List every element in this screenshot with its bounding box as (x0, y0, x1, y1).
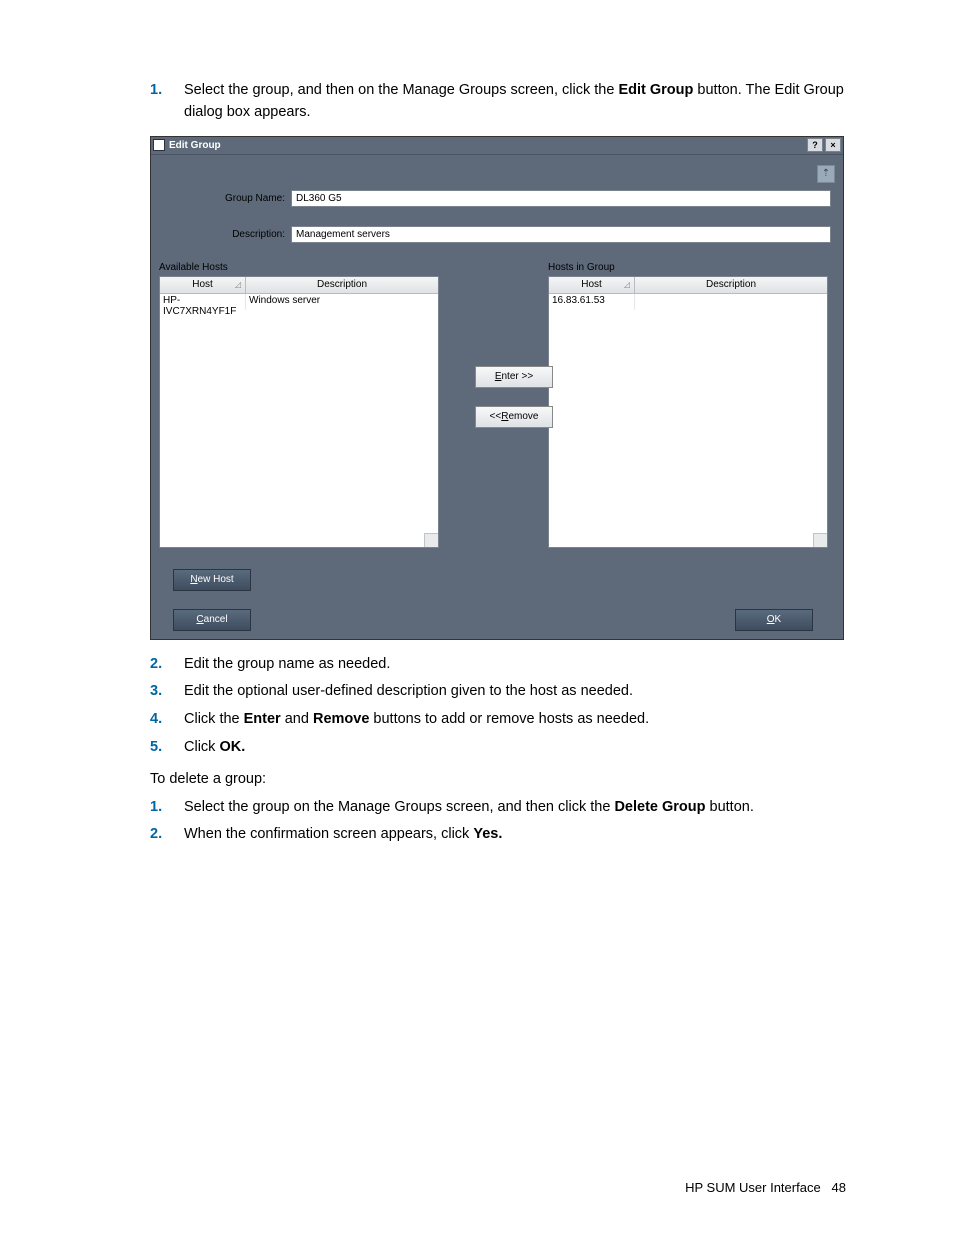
steps-list-b: 2. Edit the group name as needed. 3. Edi… (150, 654, 846, 759)
step-text: Edit the group name as needed. (184, 654, 846, 676)
description-label: Description: (221, 229, 291, 240)
steps-list-a: 1. Select the group, and then on the Man… (150, 80, 846, 124)
step-number: 1. (150, 80, 184, 124)
step-number: 3. (150, 681, 184, 703)
host-cell: 16.83.61.53 (549, 294, 635, 310)
desc-cell (635, 294, 827, 310)
step-text: Edit the optional user-defined descripti… (184, 681, 846, 703)
new-host-button[interactable]: New Host (173, 569, 251, 591)
step-number: 2. (150, 824, 184, 846)
step-number: 4. (150, 709, 184, 731)
dialog-titlebar: Edit Group ? × (151, 137, 843, 155)
remove-button[interactable]: << Remove (475, 406, 553, 428)
col-description[interactable]: Description (246, 277, 438, 293)
cancel-button[interactable]: Cancel (173, 609, 251, 631)
desc-cell: Windows server (246, 294, 438, 310)
available-host-row[interactable]: HP-IVC7XRN4YF1F Windows server (160, 294, 438, 310)
scroll-corner (813, 533, 827, 547)
page-footer: HP SUM User Interface 48 (685, 1180, 846, 1195)
description-input[interactable] (291, 226, 831, 243)
step-item: 2. Edit the group name as needed. (150, 654, 846, 676)
step-text: When the confirmation screen appears, cl… (184, 824, 846, 846)
step-text: Select the group on the Manage Groups sc… (184, 797, 846, 819)
step-number: 1. (150, 797, 184, 819)
app-icon (153, 139, 165, 151)
hosts-in-group-header: Host ◿ Description (549, 277, 827, 294)
step-item: 1. Select the group on the Manage Groups… (150, 797, 846, 819)
page-number: 48 (832, 1180, 846, 1195)
steps-list-c: 1. Select the group on the Manage Groups… (150, 797, 846, 847)
step-number: 2. (150, 654, 184, 676)
group-host-row[interactable]: 16.83.61.53 (549, 294, 827, 310)
col-host[interactable]: Host ◿ (549, 277, 635, 293)
step-item: 3. Edit the optional user-defined descri… (150, 681, 846, 703)
available-hosts-header: Host ◿ Description (160, 277, 438, 294)
col-host[interactable]: Host ◿ (160, 277, 246, 293)
step-item: 4. Click the Enter and Remove buttons to… (150, 709, 846, 731)
step-item: 1. Select the group, and then on the Man… (150, 80, 846, 124)
step-text: Select the group, and then on the Manage… (184, 80, 846, 124)
close-button[interactable]: × (825, 138, 841, 152)
group-name-label: Group Name: (221, 193, 291, 204)
host-cell: HP-IVC7XRN4YF1F (160, 294, 246, 310)
edit-group-dialog-screenshot: Edit Group ? × ⇡ Group Name: Description… (150, 136, 844, 640)
available-hosts-label: Available Hosts (159, 262, 228, 273)
col-description[interactable]: Description (635, 277, 827, 293)
sort-icon: ◿ (624, 280, 630, 289)
hosts-in-group-list[interactable]: Host ◿ Description 16.83.61.53 (548, 276, 828, 548)
sort-icon: ◿ (235, 280, 241, 289)
scroll-corner (424, 533, 438, 547)
available-hosts-list[interactable]: Host ◿ Description HP-IVC7XRN4YF1F Windo… (159, 276, 439, 548)
enter-button[interactable]: Enter >> (475, 366, 553, 388)
delete-intro: To delete a group: (150, 771, 846, 787)
pin-icon[interactable]: ⇡ (817, 165, 835, 183)
group-name-input[interactable] (291, 190, 831, 207)
footer-text: HP SUM User Interface (685, 1180, 821, 1195)
ok-button[interactable]: OK (735, 609, 813, 631)
step-text: Click the Enter and Remove buttons to ad… (184, 709, 846, 731)
hosts-in-group-label: Hosts in Group (548, 262, 615, 273)
step-item: 5. Click OK. (150, 737, 846, 759)
help-button[interactable]: ? (807, 138, 823, 152)
step-item: 2. When the confirmation screen appears,… (150, 824, 846, 846)
step-number: 5. (150, 737, 184, 759)
step-text: Click OK. (184, 737, 846, 759)
dialog-title: Edit Group (169, 140, 807, 151)
